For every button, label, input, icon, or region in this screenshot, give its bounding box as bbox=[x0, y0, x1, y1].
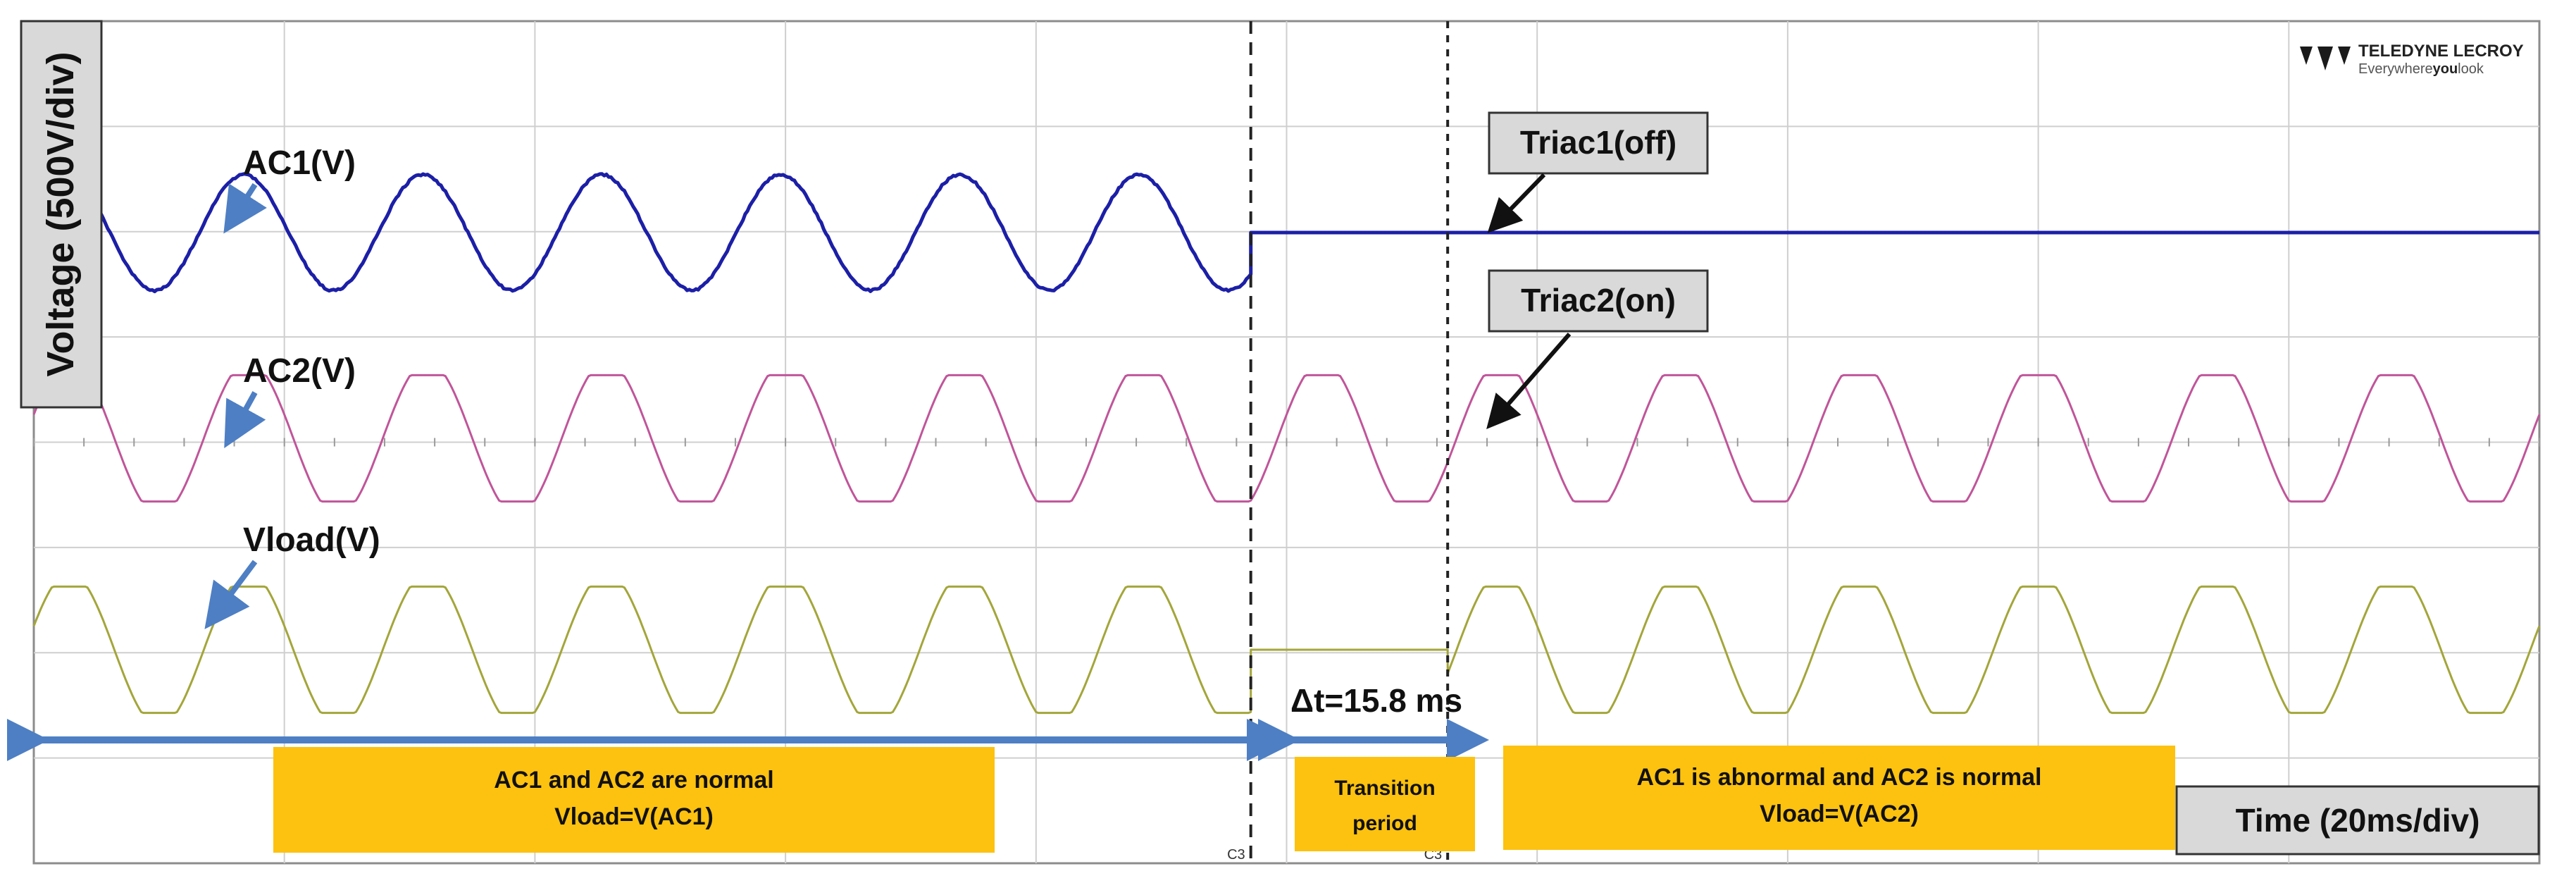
region-abnormal-line2: Vload=V(AC2) bbox=[1760, 801, 1919, 827]
region-abnormal-line1: AC1 is abnormal and AC2 is normal bbox=[1637, 764, 2042, 791]
y-axis-title: Voltage (500V/div) bbox=[39, 51, 82, 376]
region-transition-line1: Transition bbox=[1334, 777, 1435, 800]
region-abnormal: AC1 is abnormal and AC2 is normal Vload=… bbox=[1503, 746, 2175, 850]
cursor-tag: C3 bbox=[1227, 847, 1245, 863]
x-axis-title: Time (20ms/div) bbox=[2236, 802, 2480, 839]
region-normal-line2: Vload=V(AC1) bbox=[554, 803, 714, 830]
brand-name: TELEDYNE LECROY bbox=[2358, 42, 2524, 61]
series-label-vload: Vload(V) bbox=[243, 521, 380, 559]
brand-tagline: Everywhereyoulook bbox=[2358, 61, 2484, 77]
callout-triac2-text: Triac2(on) bbox=[1521, 282, 1676, 319]
region-normal-line1: AC1 and AC2 are normal bbox=[494, 767, 773, 794]
region-transition-line2: period bbox=[1352, 812, 1417, 835]
x-axis-label: Time (20ms/div) bbox=[2177, 786, 2539, 854]
delta-t-label: Δt=15.8 ms bbox=[1290, 682, 1462, 719]
series-label-ac2: AC2(V) bbox=[243, 352, 356, 390]
region-transition: Transition period bbox=[1295, 757, 1475, 851]
region-normal: AC1 and AC2 are normal Vload=V(AC1) bbox=[273, 747, 995, 853]
y-axis-label: Voltage (500V/div) bbox=[21, 21, 101, 407]
series-label-ac1: AC1(V) bbox=[243, 144, 356, 182]
callout-triac1-text: Triac1(off) bbox=[1520, 124, 1676, 161]
